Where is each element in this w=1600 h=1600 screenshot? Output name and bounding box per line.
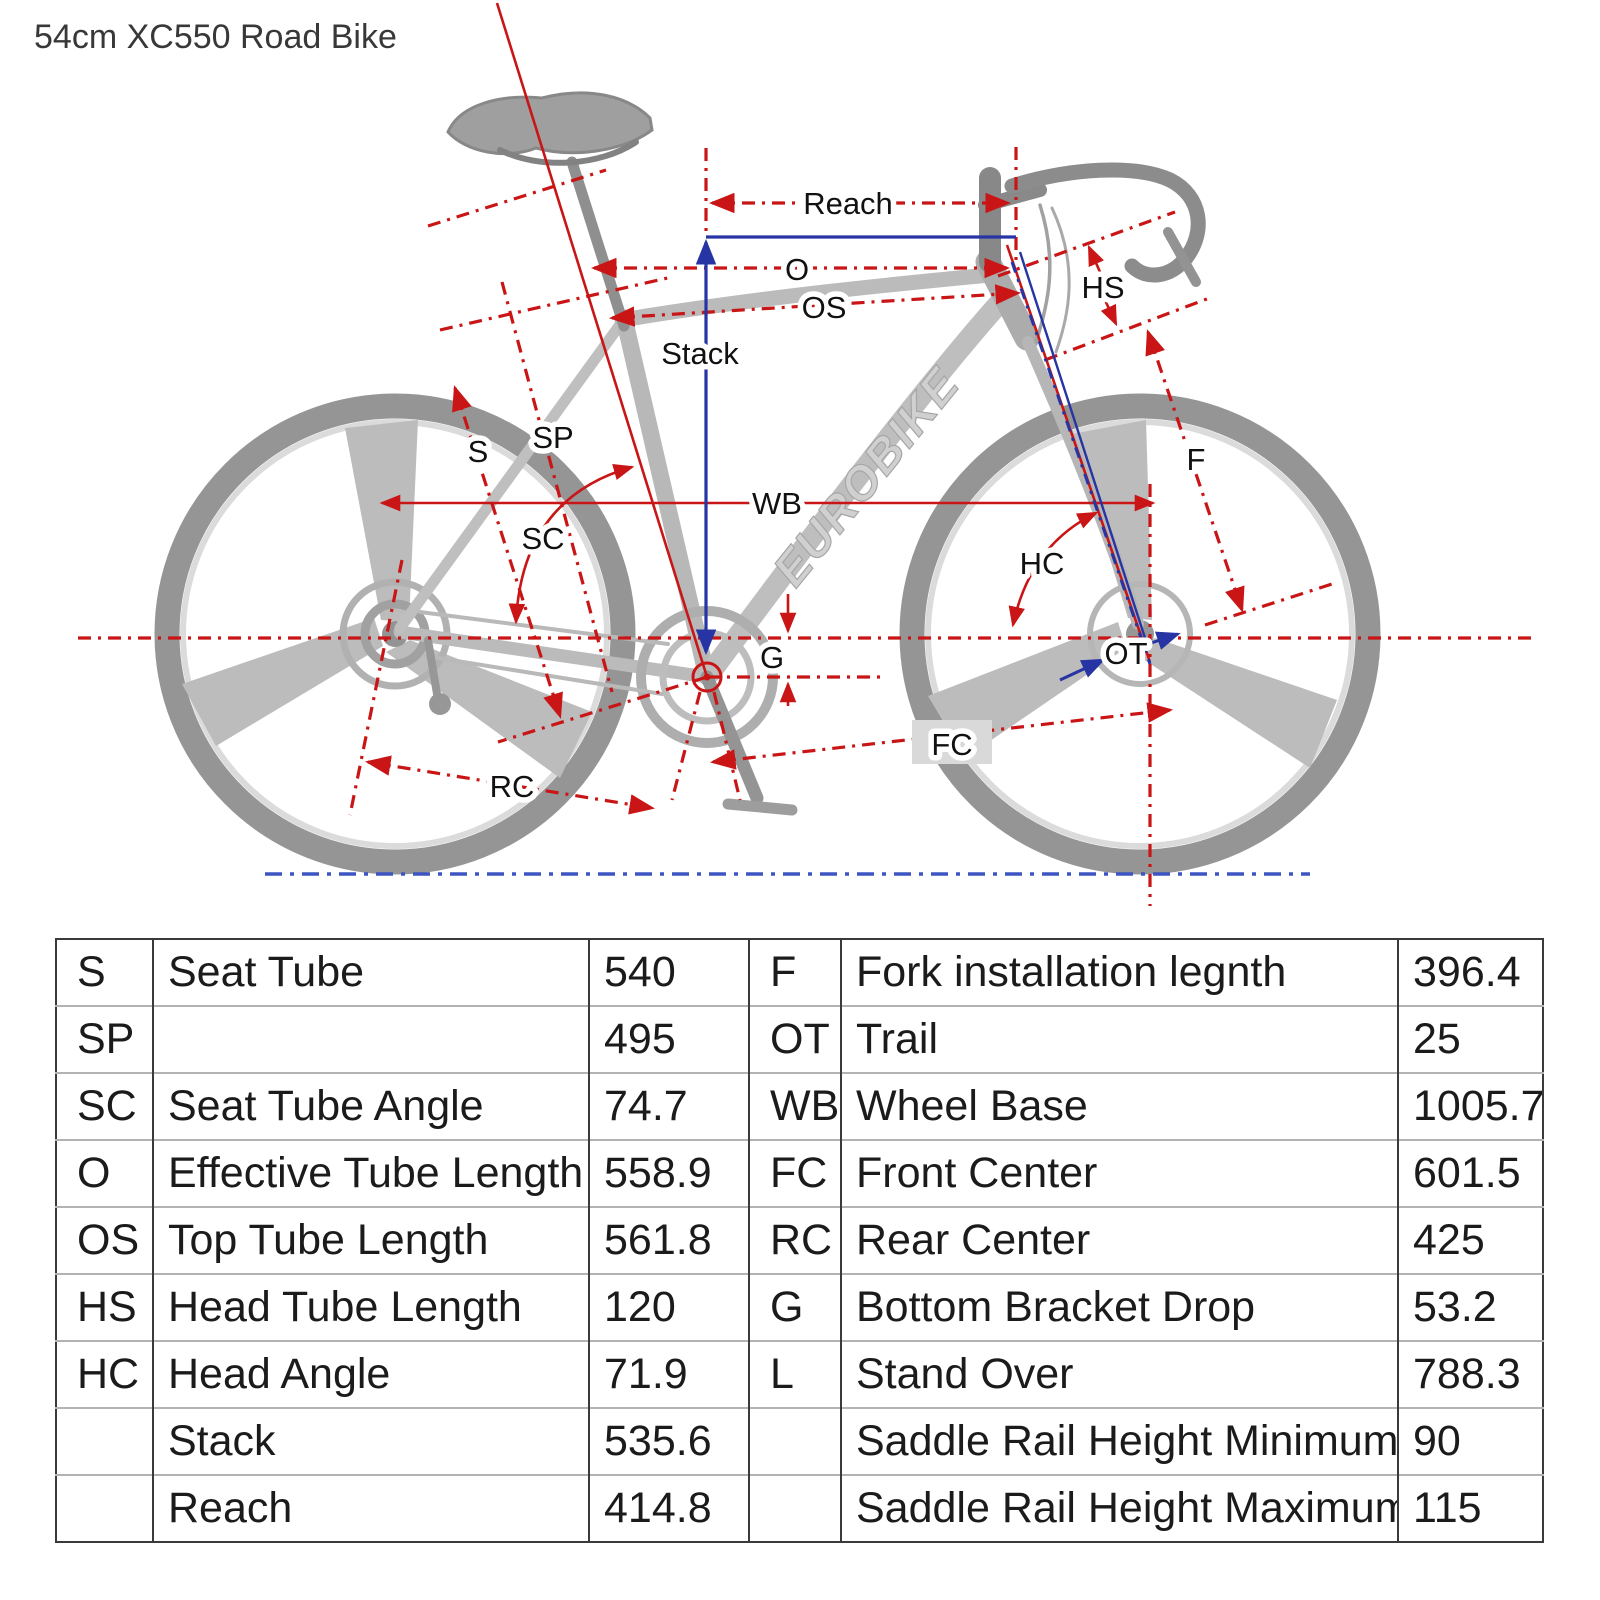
table-cell: RC bbox=[748, 1206, 841, 1274]
label-o: O bbox=[785, 252, 809, 287]
table-row: SP 495 OT Trail 25 bbox=[56, 1005, 1543, 1073]
geometry-table: S Seat Tube 540 F Fork installation legnth 39… bbox=[55, 938, 1544, 1543]
table-cell: Seat Tube bbox=[152, 939, 589, 1006]
table-cell: F bbox=[748, 939, 841, 1006]
table-cell: Wheel Base bbox=[840, 1072, 1398, 1140]
table-cell: Front Center bbox=[840, 1139, 1398, 1207]
label-hs: HS bbox=[1081, 270, 1124, 305]
measurement-lines-red bbox=[78, 2, 1535, 906]
label-ot: OT bbox=[1104, 636, 1147, 671]
table-cell: 425 bbox=[1397, 1206, 1543, 1274]
label-sc: SC bbox=[521, 521, 564, 556]
table-cell bbox=[748, 1407, 841, 1475]
table-cell bbox=[152, 1005, 589, 1073]
measurement-lines-blue bbox=[265, 235, 1310, 876]
table-cell: 1005.7 bbox=[1397, 1072, 1543, 1140]
label-wb: WB bbox=[752, 486, 802, 521]
table-cell: 535.6 bbox=[588, 1407, 749, 1475]
table-cell: OT bbox=[748, 1005, 841, 1073]
table-cell: Head Tube Length bbox=[152, 1273, 589, 1341]
table-cell bbox=[56, 1407, 153, 1475]
label-reach: Reach bbox=[803, 186, 893, 221]
table-cell: 396.4 bbox=[1397, 939, 1543, 1006]
table-cell: Saddle Rail Height Maximum bbox=[840, 1474, 1398, 1542]
table-cell: 540 bbox=[588, 939, 749, 1006]
table-row: OS Top Tube Length 561.8 RC Rear Center 425 bbox=[56, 1206, 1543, 1274]
table-cell: Rear Center bbox=[840, 1206, 1398, 1274]
table-cell: 788.3 bbox=[1397, 1340, 1543, 1408]
label-g: G bbox=[760, 640, 784, 675]
table-cell: L bbox=[748, 1340, 841, 1408]
bike-geometry-diagram: EUROBIKE bbox=[78, 2, 1535, 906]
page-title: 54cm XC550 Road Bike bbox=[34, 18, 397, 56]
table-cell: Head Angle bbox=[152, 1340, 589, 1408]
table-cell bbox=[748, 1474, 841, 1542]
table-cell: WB bbox=[748, 1072, 841, 1140]
table-cell: 495 bbox=[588, 1005, 749, 1073]
table-cell: 71.9 bbox=[588, 1340, 749, 1408]
label-rc: RC bbox=[490, 769, 535, 804]
table-cell: Seat Tube Angle bbox=[152, 1072, 589, 1140]
table-row: Reach 414.8 Saddle Rail Height Maximum 115 bbox=[56, 1474, 1543, 1542]
table-cell: 120 bbox=[588, 1273, 749, 1341]
table-cell: 53.2 bbox=[1397, 1273, 1543, 1341]
table-cell: G bbox=[748, 1273, 841, 1341]
table-row: SC Seat Tube Angle 74.7 WB Wheel Base 1005.7 bbox=[56, 1072, 1543, 1140]
label-hc: HC bbox=[1020, 546, 1065, 581]
table-row: HC Head Angle 71.9 L Stand Over 788.3 bbox=[56, 1340, 1543, 1408]
label-f: F bbox=[1187, 442, 1206, 477]
table-cell: HS bbox=[56, 1273, 153, 1341]
label-os: OS bbox=[802, 290, 847, 325]
table-cell: S bbox=[77, 948, 106, 996]
table-cell: 561.8 bbox=[588, 1206, 749, 1274]
table-cell: 25 bbox=[1397, 1005, 1543, 1073]
table-cell: 74.7 bbox=[588, 1072, 749, 1140]
table-cell: Trail bbox=[840, 1005, 1398, 1073]
label-stack: Stack bbox=[661, 336, 739, 371]
table-cell bbox=[56, 1474, 153, 1542]
table-cell: OS bbox=[56, 1206, 153, 1274]
table-cell: O bbox=[56, 1139, 153, 1207]
table-cell: FC bbox=[748, 1139, 841, 1207]
table-cell: Fork installation legnth bbox=[840, 939, 1398, 1006]
table-cell: Effective Tube Length bbox=[152, 1139, 589, 1207]
table-cell: SP bbox=[56, 1005, 153, 1073]
table-cell: Reach bbox=[152, 1474, 589, 1542]
table-cell: Stack bbox=[152, 1407, 589, 1475]
table-cell: 601.5 bbox=[1397, 1139, 1543, 1207]
table-cell: Stand Over bbox=[840, 1340, 1398, 1408]
table-row: S Seat Tube 540 F Fork installation legnth 39… bbox=[56, 939, 1543, 1006]
table-cell: 115 bbox=[1397, 1474, 1543, 1542]
table-cell: 558.9 bbox=[588, 1139, 749, 1207]
table-cell: Top Tube Length bbox=[152, 1206, 589, 1274]
diagram-labels: Reach O OS Stack HS S SP SC WB F HC G OT… bbox=[462, 181, 1211, 810]
table-cell: 414.8 bbox=[588, 1474, 749, 1542]
table-cell: HC bbox=[56, 1340, 153, 1408]
table-cell: SC bbox=[56, 1072, 153, 1140]
fc-label-background bbox=[912, 720, 992, 764]
label-fc: FC bbox=[931, 727, 972, 762]
table-row: O Effective Tube Length 558.9 FC Front Cente… bbox=[56, 1139, 1543, 1207]
table-cell: 90 bbox=[1397, 1407, 1543, 1475]
table-row: HS Head Tube Length 120 G Bottom Bracket Dro… bbox=[56, 1273, 1543, 1341]
table-row: Stack 535.6 Saddle Rail Height Minimum 90 bbox=[56, 1407, 1543, 1475]
label-sp: SP bbox=[532, 420, 573, 455]
label-s: S bbox=[468, 434, 489, 469]
table-cell: Saddle Rail Height Minimum bbox=[840, 1407, 1398, 1475]
table-cell: Bottom Bracket Drop bbox=[840, 1273, 1398, 1341]
bike-illustration: EUROBIKE bbox=[154, 91, 1381, 875]
